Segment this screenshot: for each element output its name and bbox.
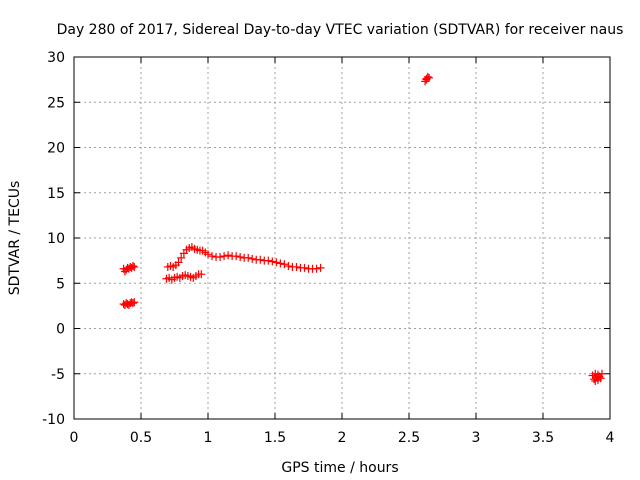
data-point bbox=[300, 263, 309, 272]
data-point bbox=[425, 73, 434, 82]
grid bbox=[74, 57, 610, 419]
x-tick-label: 2 bbox=[338, 430, 347, 446]
data-point bbox=[130, 262, 139, 271]
data-point bbox=[272, 258, 281, 267]
y-tick-label: 5 bbox=[56, 276, 65, 292]
plot-frame bbox=[73, 56, 611, 420]
x-axis-title: GPS time / hours bbox=[281, 460, 398, 476]
data-point bbox=[128, 262, 137, 271]
series-0 bbox=[119, 243, 325, 276]
data-point bbox=[177, 253, 186, 262]
data-point bbox=[292, 262, 301, 271]
x-tick-label: 0.5 bbox=[130, 430, 152, 446]
data-point bbox=[232, 252, 241, 261]
data-point bbox=[276, 259, 285, 268]
data-point bbox=[312, 264, 321, 273]
data-point bbox=[130, 298, 139, 307]
data-points bbox=[119, 72, 606, 385]
y-tick-label: 15 bbox=[47, 186, 65, 202]
x-tick-label: 1.5 bbox=[264, 430, 286, 446]
y-axis-title: SDTVAR / TECUs bbox=[7, 181, 23, 296]
data-point bbox=[264, 256, 273, 265]
data-point bbox=[244, 253, 253, 262]
data-point bbox=[128, 299, 137, 308]
x-tick-label: 4 bbox=[606, 430, 615, 446]
x-tick-label: 3 bbox=[472, 430, 481, 446]
data-point bbox=[268, 257, 277, 266]
data-point bbox=[174, 258, 183, 267]
chart-title: Day 280 of 2017, Sidereal Day-to-day VTE… bbox=[57, 22, 624, 38]
x-tick-label: 3.5 bbox=[532, 430, 554, 446]
series-1 bbox=[119, 270, 206, 309]
data-point bbox=[316, 263, 325, 272]
y-tick-label: 0 bbox=[56, 322, 65, 338]
series-2 bbox=[421, 72, 434, 86]
data-point bbox=[236, 253, 245, 262]
data-point bbox=[216, 253, 225, 262]
data-point bbox=[204, 250, 212, 259]
x-tick-label: 1 bbox=[204, 430, 213, 446]
y-tick-label: 30 bbox=[47, 50, 65, 66]
x-tick-label: 2.5 bbox=[398, 430, 420, 446]
data-point bbox=[224, 251, 233, 260]
y-tick-label: 20 bbox=[47, 141, 65, 157]
data-point bbox=[208, 252, 217, 261]
data-point bbox=[220, 252, 229, 261]
data-point bbox=[248, 254, 257, 263]
data-point bbox=[597, 369, 606, 378]
data-point bbox=[197, 270, 206, 279]
y-axis: -10 -5 0 5 10 15 20 25 30 bbox=[42, 50, 610, 428]
data-point bbox=[596, 374, 605, 383]
data-point bbox=[284, 262, 293, 271]
y-tick-label: 25 bbox=[47, 95, 65, 111]
data-point bbox=[256, 255, 265, 264]
x-axis: 0 0.5 1 1.5 2 2.5 3 3.5 4 bbox=[70, 57, 615, 446]
y-tick-label: -10 bbox=[42, 412, 65, 428]
x-tick-label: 0 bbox=[70, 430, 79, 446]
series-3 bbox=[588, 369, 606, 385]
data-point bbox=[280, 260, 289, 269]
y-tick-label: -5 bbox=[51, 367, 65, 383]
y-tick-label: 10 bbox=[47, 231, 65, 247]
